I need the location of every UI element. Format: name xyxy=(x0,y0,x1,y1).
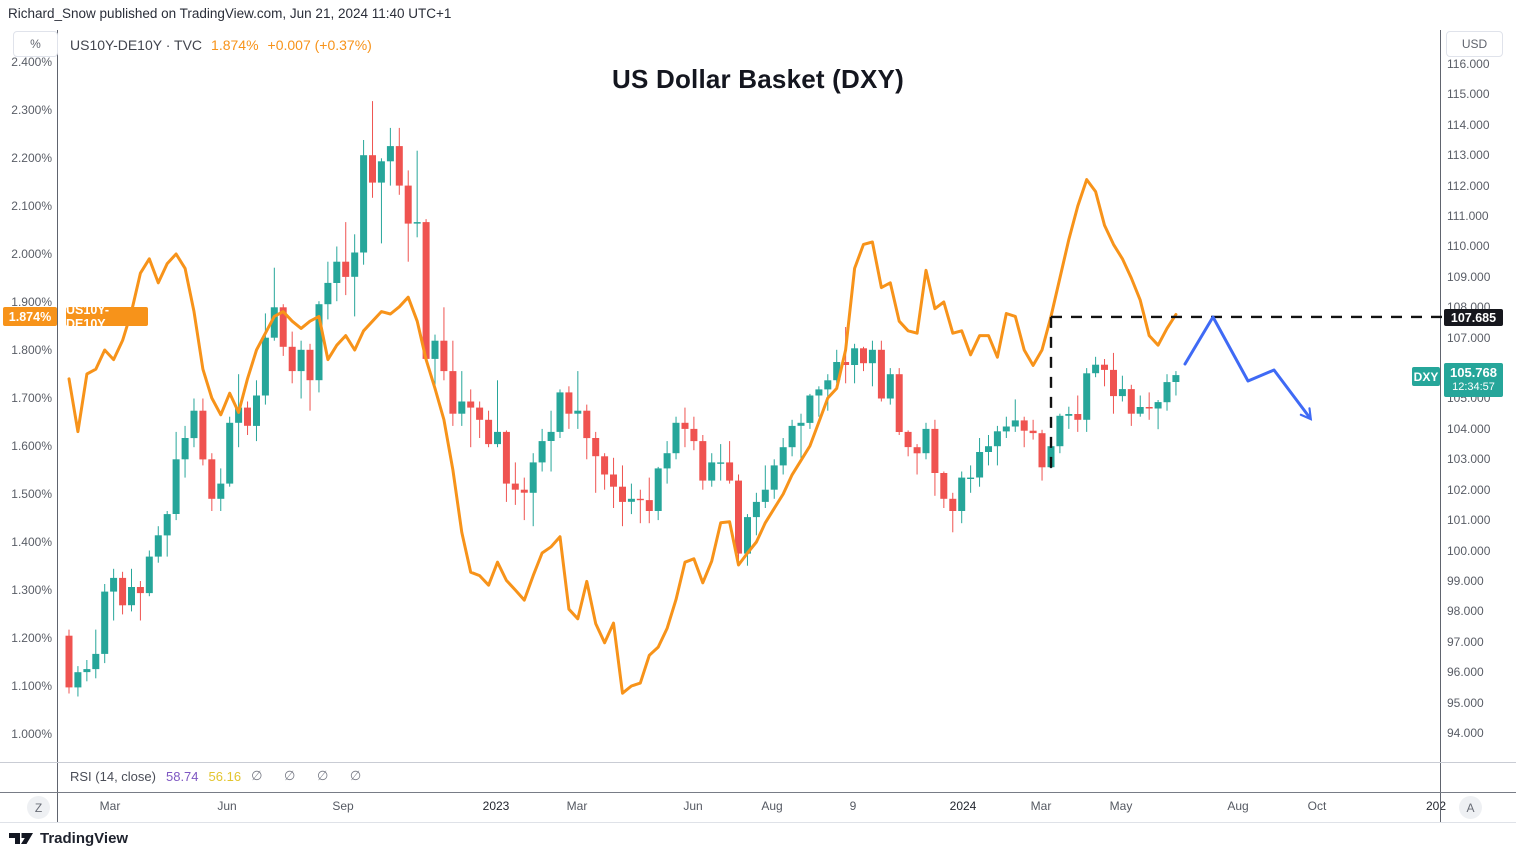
right-axis-tick: 102.000 xyxy=(1447,482,1491,497)
rsi-empty-values: ∅ ∅ ∅ ∅ xyxy=(251,768,371,783)
spread-series-tag: US10Y-DE10Y xyxy=(66,303,148,331)
right-axis-tick: 94.000 xyxy=(1447,725,1484,740)
right-axis-tick: 95.000 xyxy=(1447,695,1484,710)
dxy-series-tag: DXY xyxy=(1412,367,1440,386)
left-axis-tick: 2.000% xyxy=(11,247,52,261)
time-axis-tick: 9 xyxy=(849,799,857,813)
auto-scale-button[interactable]: A xyxy=(1459,796,1482,819)
time-axis-tick: 2023 xyxy=(482,799,510,813)
right-axis-tick: 99.000 xyxy=(1447,573,1484,588)
left-axis-tick: 1.500% xyxy=(11,487,52,501)
attribution-text: Richard_Snow published on TradingView.co… xyxy=(8,6,452,21)
time-axis-tick: Jun xyxy=(683,799,703,813)
left-axis-tick: 2.100% xyxy=(11,199,52,213)
tradingview-logo-icon xyxy=(9,833,33,844)
left-axis-tick: 2.300% xyxy=(11,103,52,117)
right-axis-tick: 101.000 xyxy=(1447,513,1491,528)
tradingview-brand-text: TradingView xyxy=(40,830,129,847)
left-axis-tick: 1.800% xyxy=(11,343,52,357)
time-axis-tick: 2024 xyxy=(949,799,977,813)
right-axis-tick: 97.000 xyxy=(1447,634,1484,649)
time-axis-tick: Aug xyxy=(1227,799,1249,813)
left-axis-tick: 1.400% xyxy=(11,535,52,549)
dxy-last-price: 105.768 xyxy=(1450,365,1497,380)
chart-title: US Dollar Basket (DXY) xyxy=(612,64,904,94)
left-axis-tick: 1.600% xyxy=(11,439,52,453)
dxy-price-label: 105.768 12:34:57 xyxy=(1444,363,1503,397)
right-axis-tick: 98.000 xyxy=(1447,604,1484,619)
timezone-button[interactable]: Z xyxy=(27,796,50,819)
rsi-label: RSI (14, close) xyxy=(70,768,156,784)
left-axis-tick: 1.300% xyxy=(11,583,52,597)
right-axis-tick: 114.000 xyxy=(1447,117,1490,132)
chart-legend: US10Y-DE10Y · TVC 1.874% +0.007 (+0.37%) xyxy=(70,35,372,55)
legend-last-value: 1.874% xyxy=(211,37,259,53)
right-axis-tick: 113.000 xyxy=(1447,148,1490,163)
right-axis-tick: 112.000 xyxy=(1447,178,1490,193)
left-axis-tick: 1.700% xyxy=(11,391,52,405)
time-axis-tick: Oct xyxy=(1307,799,1327,813)
time-axis-tick: Sep xyxy=(332,799,354,813)
rsi-signal-value: 56.16 xyxy=(208,768,242,784)
time-axis-tick: Aug xyxy=(761,799,783,813)
right-axis-tick: 116.000 xyxy=(1447,57,1490,71)
rsi-pane-legend: RSI (14, close) 58.74 56.16 ∅ ∅ ∅ ∅ xyxy=(70,768,370,784)
spread-line-series xyxy=(67,178,1178,695)
time-axis-tick: 202 xyxy=(1425,799,1447,813)
left-axis-tick: 1.200% xyxy=(11,631,52,645)
right-axis-tick: 104.000 xyxy=(1447,421,1491,436)
right-axis-tick: 110.000 xyxy=(1447,239,1490,254)
dashed-level-price-label: 107.685 xyxy=(1444,309,1503,326)
time-axis-tick: Mar xyxy=(566,799,588,813)
right-axis-currency-button[interactable]: USD xyxy=(1446,31,1503,57)
projection-arrow xyxy=(1183,315,1313,421)
right-axis-tick: 103.000 xyxy=(1447,452,1491,467)
left-axis-tick: 1.900% xyxy=(11,295,52,309)
candlestick-series xyxy=(65,101,1180,697)
left-axis-tick: 1.100% xyxy=(11,679,52,693)
spread-axis-price-label: 1.874% xyxy=(3,307,57,326)
left-axis-tick: 2.200% xyxy=(11,151,52,165)
right-axis-tick: 96.000 xyxy=(1447,665,1484,680)
time-axis-tick: Jun xyxy=(217,799,237,813)
right-axis-tick: 100.000 xyxy=(1447,543,1491,558)
left-axis-tick: 2.400% xyxy=(11,55,52,69)
legend-symbol: US10Y-DE10Y · TVC xyxy=(70,37,203,53)
time-axis-tick: May xyxy=(1109,799,1133,813)
left-axis-unit-button[interactable]: % xyxy=(13,31,58,57)
right-axis-tick: 115.000 xyxy=(1447,87,1490,102)
rsi-main-value: 58.74 xyxy=(165,768,199,784)
time-axis-tick: Mar xyxy=(1030,799,1052,813)
right-axis-tick: 109.000 xyxy=(1447,269,1491,284)
right-axis-tick: 107.000 xyxy=(1447,330,1491,345)
left-axis-tick: 1.000% xyxy=(11,727,52,741)
right-axis-tick: 111.000 xyxy=(1447,209,1489,224)
legend-change: +0.007 (+0.37%) xyxy=(267,37,372,53)
dxy-bar-countdown: 12:34:57 xyxy=(1452,381,1495,393)
footer-brand[interactable]: TradingView xyxy=(8,830,128,847)
time-axis-tick: Mar xyxy=(99,799,121,813)
